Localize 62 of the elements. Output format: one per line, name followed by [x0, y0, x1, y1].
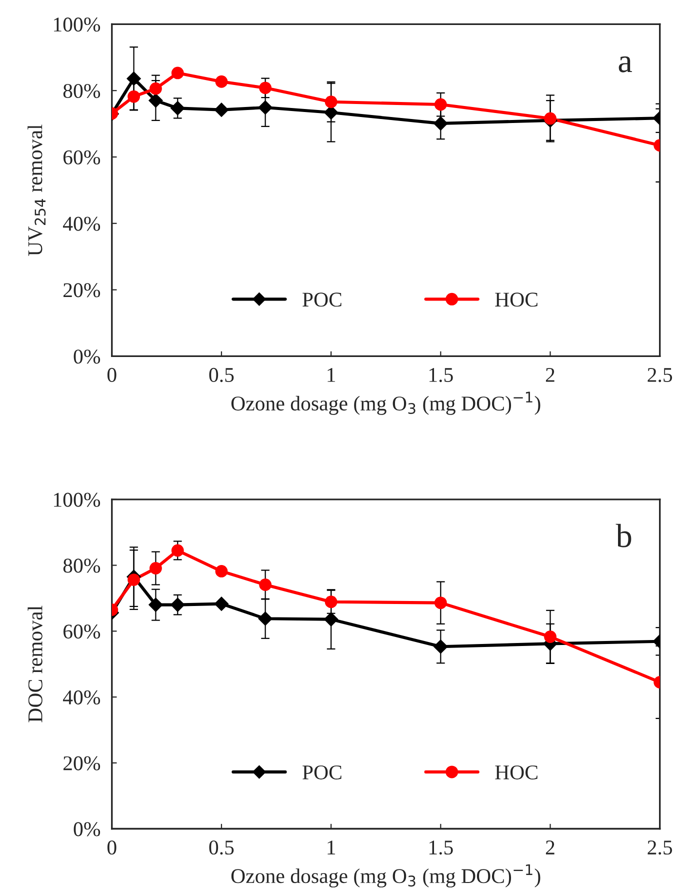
- y-tick-label: 40%: [62, 216, 100, 231]
- x-tick-label: 1.5: [429, 840, 453, 855]
- y-tick-label: 0%: [74, 822, 100, 836]
- y-tick-label: 20%: [64, 756, 100, 770]
- x-tick-label: 1.5: [429, 368, 453, 382]
- annotation: a: [618, 56, 632, 72]
- x-tick-label: 2.5: [648, 368, 672, 382]
- annotation: b: [616, 524, 632, 548]
- x-tick-label: 0.5: [209, 368, 234, 382]
- legend-label: HOC: [495, 292, 538, 307]
- point: [544, 630, 556, 643]
- legend-label: HOC: [495, 765, 538, 780]
- point: [324, 96, 338, 108]
- point: [150, 562, 162, 574]
- point: [215, 565, 228, 578]
- x-tick-label: 1: [328, 840, 336, 854]
- point: [171, 66, 184, 80]
- y-tick-label: 80%: [63, 84, 100, 98]
- point: [170, 598, 185, 612]
- legend-label: POC: [302, 765, 342, 780]
- point: [433, 116, 448, 131]
- point: [128, 574, 140, 586]
- point: [259, 82, 272, 94]
- x-tick-label: 2: [546, 840, 554, 854]
- x-tick-label: 1: [328, 368, 336, 382]
- point: [215, 75, 228, 88]
- point: [214, 102, 229, 118]
- x-axis-title: Ozone dosage (mg O$_{3}$ (mg DOC)$^{−1}$): [231, 392, 540, 415]
- point: [171, 544, 184, 557]
- point: [434, 98, 447, 111]
- legend-label: POC: [302, 292, 342, 307]
- y-tick-label: 40%: [62, 690, 100, 705]
- x-tick-label: 0: [107, 840, 116, 855]
- point: [324, 596, 338, 608]
- y-tick-label: 0%: [74, 350, 100, 364]
- point: [128, 90, 140, 103]
- point: [150, 82, 162, 95]
- point: [544, 112, 556, 125]
- point: [258, 100, 273, 115]
- point: [126, 71, 142, 86]
- point: [148, 93, 164, 108]
- y-axis-title: UV$_{254}$ removal: [28, 124, 46, 256]
- point: [214, 596, 229, 612]
- x-tick-label: 2.5: [648, 840, 672, 855]
- y-tick-label: 60%: [63, 150, 100, 164]
- point: [434, 596, 447, 610]
- y-tick-label: 100%: [54, 492, 100, 507]
- x-axis-title: Ozone dosage (mg O$_{3}$ (mg DOC)$^{−1}$): [231, 864, 540, 888]
- point: [259, 578, 272, 591]
- y-tick-label: 80%: [63, 558, 100, 573]
- y-tick-label: 100%: [54, 18, 100, 32]
- point: [324, 612, 338, 627]
- x-tick-label: 2: [546, 368, 554, 382]
- y-tick-label: 60%: [63, 624, 100, 639]
- point: [258, 611, 273, 626]
- x-tick-label: 0: [107, 368, 116, 382]
- point: [148, 598, 164, 612]
- y-tick-label: 20%: [64, 283, 100, 298]
- point: [170, 100, 185, 116]
- x-tick-label: 0.5: [209, 840, 234, 855]
- point: [433, 639, 448, 654]
- y-axis-title: DOC removal: [28, 606, 42, 722]
